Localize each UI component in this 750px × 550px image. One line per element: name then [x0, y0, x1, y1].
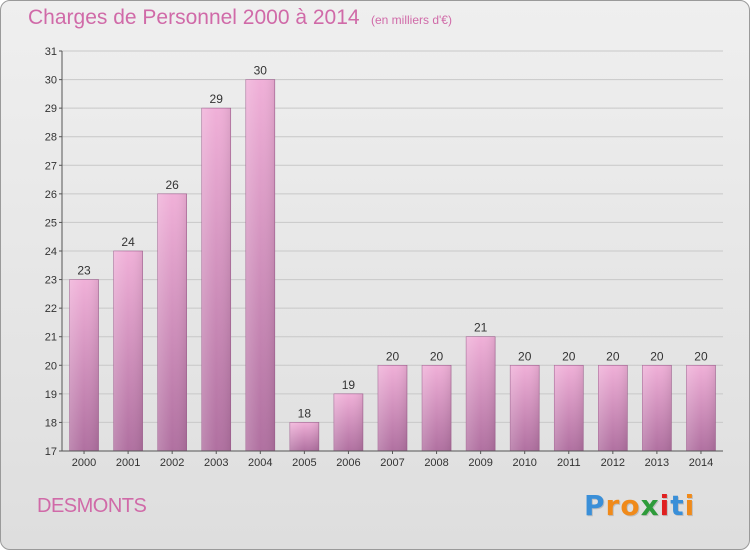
axis-layer: 17 18 19 20 21 22 23 24 25 26 27 28 29 30 31 2000 2001 20…: [45, 46, 723, 469]
data-label: 24: [121, 235, 135, 249]
x-tick-label: 2005: [292, 457, 316, 469]
x-tick-label: 2006: [336, 457, 360, 469]
y-tick-label: 18: [45, 417, 57, 429]
bar-shade: [466, 336, 496, 451]
bar-shade: [422, 365, 452, 451]
data-label: 21: [474, 321, 488, 335]
logo-letter: i: [659, 489, 671, 522]
x-tick-label: 2004: [248, 457, 272, 469]
data-label: 18: [298, 406, 312, 420]
x-tick-label: 2009: [468, 457, 492, 469]
bar-shade: [157, 193, 187, 451]
data-label: 29: [210, 92, 224, 106]
x-tick-label: 2002: [160, 457, 184, 469]
data-label: 20: [430, 349, 444, 363]
y-tick-label: 20: [45, 360, 57, 372]
data-label: 20: [518, 349, 532, 363]
y-tick-label: 21: [45, 332, 57, 344]
x-tick-label: 2011: [557, 457, 581, 469]
bar-shade: [686, 365, 716, 451]
y-tick-label: 26: [45, 189, 57, 201]
logo-letter: t: [670, 489, 685, 522]
bar-shade: [510, 365, 540, 451]
data-label: 26: [165, 178, 179, 192]
y-tick-label: 24: [45, 246, 57, 258]
data-label: 20: [562, 349, 576, 363]
x-tick-label: 2014: [689, 457, 713, 469]
logo-letter: r: [605, 489, 621, 522]
y-tick-label: 23: [45, 275, 57, 287]
y-tick-label: 19: [45, 389, 57, 401]
bar-shade: [113, 251, 143, 451]
commune-name: DESMONTS: [37, 495, 147, 517]
x-tick-label: 2001: [116, 457, 140, 469]
logo-letter: P: [584, 489, 606, 522]
x-tick-label: 2000: [72, 457, 96, 469]
x-tick-label: 2013: [645, 457, 669, 469]
bar-shade: [378, 365, 407, 451]
x-tick-label: 2012: [601, 457, 625, 469]
data-label: 23: [77, 264, 91, 278]
bar-shade: [598, 365, 628, 451]
y-tick-label: 22: [45, 303, 57, 315]
data-label: 30: [254, 64, 268, 78]
y-tick-label: 17: [45, 446, 57, 458]
bar-shade: [642, 365, 672, 451]
y-tick-label: 31: [45, 46, 57, 58]
y-tick-label: 25: [45, 217, 57, 229]
bar-shade: [554, 365, 584, 451]
chart-subtitle: (en milliers d'€): [371, 13, 452, 27]
data-label: 20: [694, 349, 708, 363]
data-label: 20: [650, 349, 664, 363]
bar-shade: [245, 79, 275, 452]
y-tick-label: 29: [45, 103, 57, 115]
proxiti-logo[interactable]: Proxiti: [584, 489, 695, 522]
logo-letter: o: [620, 489, 641, 522]
y-tick-label: 28: [45, 132, 57, 144]
bar-layer: 23 24 26 29 30 18 19 20 20 21 20 20 20 20 20: [69, 64, 716, 452]
bar-shade: [201, 108, 231, 452]
bar-shade: [289, 422, 319, 451]
x-tick-label: 2003: [204, 457, 228, 469]
bar-shade: [69, 279, 99, 451]
x-tick-label: 2007: [380, 457, 404, 469]
data-label: 20: [606, 349, 620, 363]
logo-letter: x: [640, 489, 660, 522]
data-label: 20: [386, 349, 400, 363]
x-tick-label: 2008: [424, 457, 448, 469]
y-tick-label: 30: [45, 75, 57, 87]
logo-letter: i: [684, 489, 696, 522]
bar-shade: [333, 393, 363, 451]
x-tick-label: 2010: [512, 457, 536, 469]
chart-title: Charges de Personnel 2000 à 2014: [28, 6, 360, 29]
y-tick-label: 27: [45, 160, 57, 172]
data-label: 19: [342, 378, 356, 392]
